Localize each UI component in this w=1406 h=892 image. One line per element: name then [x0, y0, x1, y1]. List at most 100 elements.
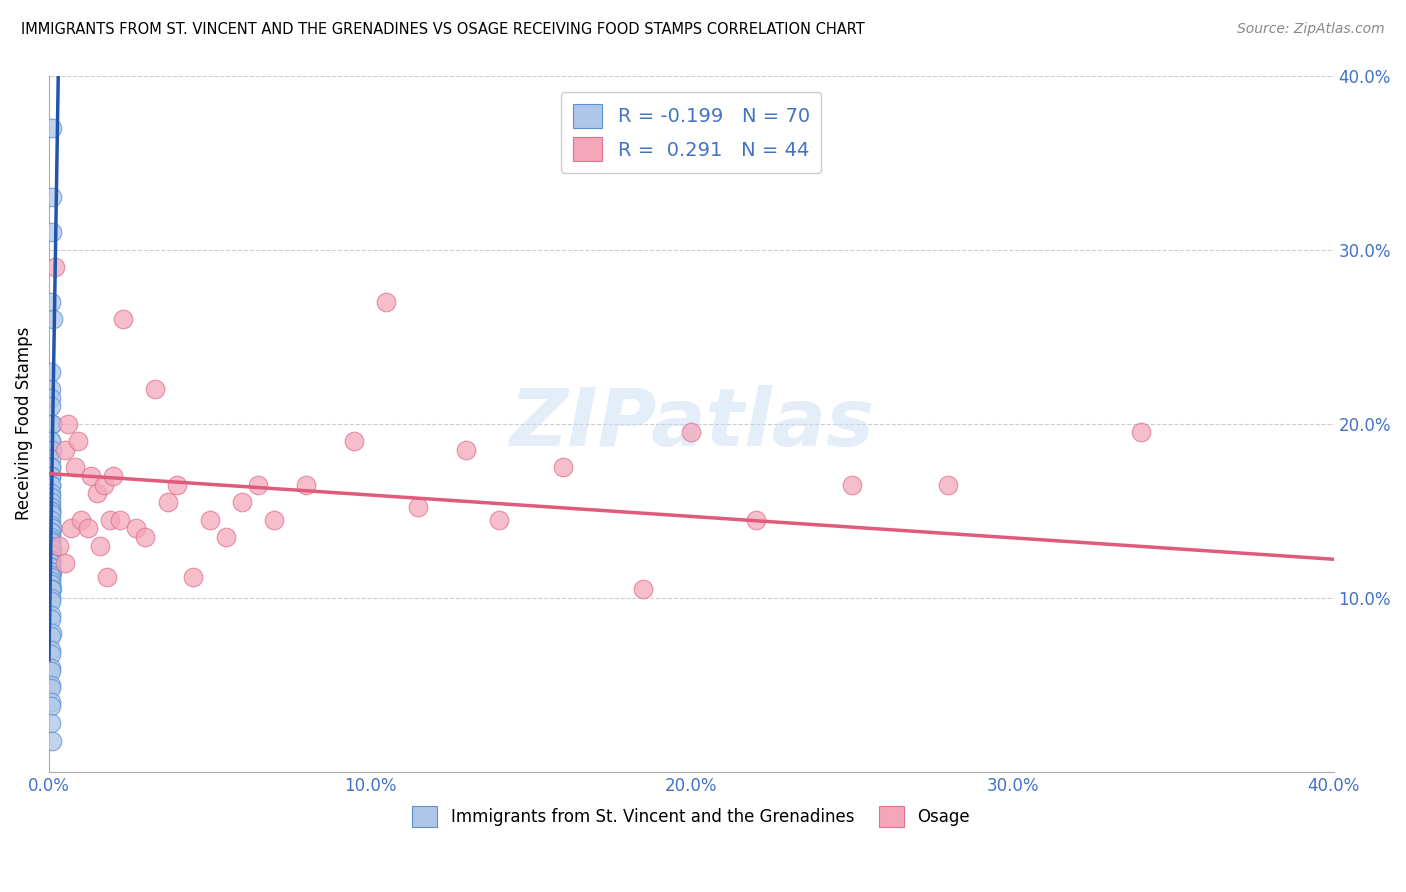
Point — [58, 417, 80, 431]
Point — [39, 524, 62, 539]
Point — [39, 477, 62, 491]
Point — [936, 477, 959, 491]
Point — [39, 608, 62, 623]
Point — [551, 460, 574, 475]
Text: Source: ZipAtlas.com: Source: ZipAtlas.com — [1237, 22, 1385, 37]
Point — [63, 460, 86, 475]
Point — [39, 695, 62, 709]
Point — [41, 542, 63, 557]
Point — [86, 486, 108, 500]
Point — [39, 533, 62, 548]
Point — [39, 490, 62, 504]
Point — [143, 382, 166, 396]
Point — [41, 625, 63, 640]
Point — [41, 565, 63, 579]
Point — [39, 643, 62, 657]
Point — [39, 434, 62, 449]
Point — [93, 477, 115, 491]
Point — [39, 698, 62, 713]
Point — [39, 548, 62, 562]
Point — [488, 512, 510, 526]
Point — [39, 504, 62, 518]
Point — [39, 681, 62, 696]
Point — [134, 530, 156, 544]
Point — [76, 521, 98, 535]
Point — [156, 495, 179, 509]
Point — [39, 559, 62, 574]
Point — [41, 417, 63, 431]
Point — [39, 574, 62, 588]
Point — [96, 570, 118, 584]
Point — [39, 556, 62, 570]
Point — [53, 442, 76, 457]
Point — [98, 512, 121, 526]
Point — [166, 477, 188, 491]
Point — [39, 400, 62, 414]
Point — [263, 512, 285, 526]
Point — [39, 460, 62, 475]
Point — [39, 594, 62, 608]
Point — [41, 190, 63, 204]
Point — [70, 512, 93, 526]
Point — [103, 469, 125, 483]
Point — [42, 312, 65, 326]
Point — [214, 530, 236, 544]
Point — [41, 521, 63, 535]
Point — [39, 552, 62, 566]
Point — [39, 591, 62, 605]
Y-axis label: Receiving Food Stamps: Receiving Food Stamps — [15, 327, 32, 520]
Point — [89, 539, 111, 553]
Point — [39, 512, 62, 526]
Point — [39, 565, 62, 579]
Point — [343, 434, 366, 449]
Point — [39, 508, 62, 522]
Point — [246, 477, 269, 491]
Point — [41, 225, 63, 239]
Point — [231, 495, 253, 509]
Point — [39, 577, 62, 591]
Point — [39, 486, 62, 500]
Point — [41, 442, 63, 457]
Point — [39, 495, 62, 509]
Point — [39, 539, 62, 553]
Point — [39, 294, 62, 309]
Point — [41, 733, 63, 747]
Point — [1129, 425, 1152, 440]
Point — [39, 500, 62, 515]
Point — [841, 477, 863, 491]
Point — [183, 570, 205, 584]
Point — [39, 542, 62, 557]
Point — [53, 556, 76, 570]
Point — [125, 521, 148, 535]
Point — [39, 451, 62, 466]
Point — [681, 425, 703, 440]
Point — [108, 512, 131, 526]
Point — [48, 539, 70, 553]
Point — [39, 535, 62, 549]
Point — [39, 647, 62, 661]
Point — [44, 260, 66, 274]
Point — [39, 391, 62, 405]
Point — [41, 417, 63, 431]
Point — [39, 517, 62, 532]
Point — [408, 500, 430, 515]
Point — [41, 120, 63, 135]
Point — [198, 512, 221, 526]
Legend: Immigrants from St. Vincent and the Grenadines, Osage: Immigrants from St. Vincent and the Gren… — [406, 800, 977, 833]
Point — [39, 552, 62, 566]
Point — [39, 530, 62, 544]
Point — [39, 570, 62, 584]
Point — [39, 559, 62, 574]
Point — [456, 442, 478, 457]
Point — [66, 434, 89, 449]
Point — [39, 678, 62, 692]
Point — [295, 477, 318, 491]
Point — [39, 612, 62, 626]
Point — [39, 504, 62, 518]
Point — [39, 716, 62, 731]
Point — [39, 469, 62, 483]
Point — [39, 660, 62, 674]
Point — [80, 469, 103, 483]
Point — [39, 434, 62, 449]
Point — [631, 582, 654, 597]
